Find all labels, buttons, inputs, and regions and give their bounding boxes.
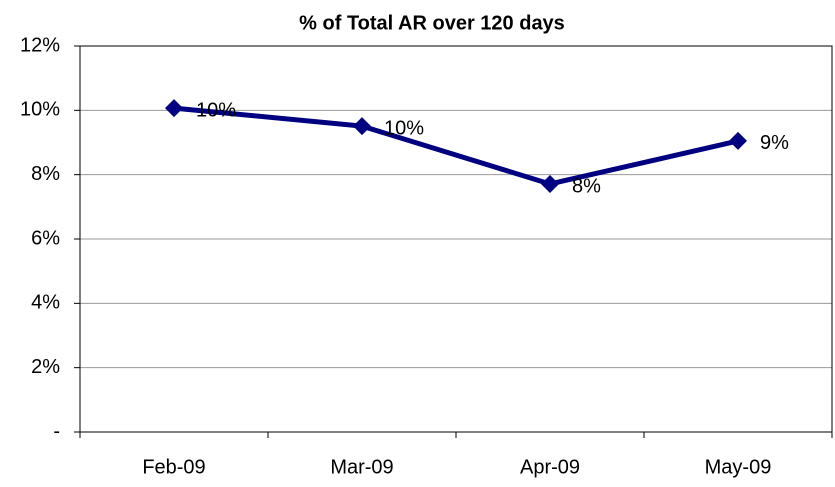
data-label: 8% [572, 175, 601, 197]
y-tick-label: 4% [31, 292, 60, 314]
y-tick-label: - [53, 420, 60, 442]
x-tick-label: Mar-09 [330, 456, 393, 478]
y-tick-label: 2% [31, 356, 60, 378]
y-tick-label: 8% [31, 163, 60, 185]
chart-title: % of Total AR over 120 days [299, 12, 565, 34]
y-tick-label: 12% [20, 34, 60, 56]
x-tick-label: Apr-09 [520, 456, 580, 478]
y-tick-label: 6% [31, 227, 60, 249]
data-label: 10% [196, 99, 236, 121]
point-marker [729, 131, 747, 150]
point-marker [353, 117, 371, 136]
data-label: 10% [384, 117, 424, 139]
point-marker [541, 174, 559, 193]
x-tick-label: May-09 [705, 456, 772, 478]
point-marker [165, 99, 183, 118]
y-tick-label: 10% [20, 99, 60, 121]
data-label: 9% [760, 132, 789, 154]
x-tick-label: Feb-09 [142, 456, 205, 478]
series-line [173, 105, 739, 187]
